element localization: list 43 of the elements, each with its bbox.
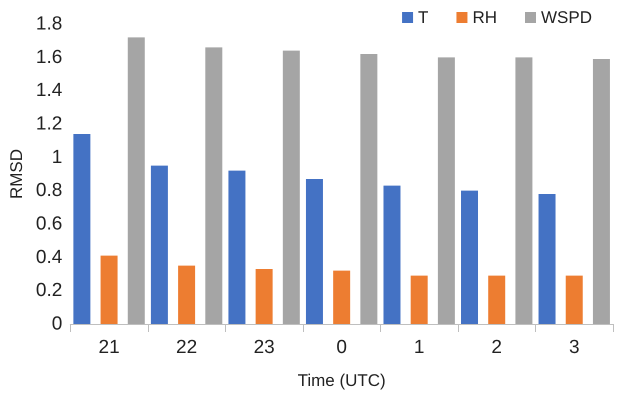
- legend-label: WSPD: [541, 8, 592, 27]
- x-tick-label: 0: [336, 337, 347, 358]
- x-tick-label: 1: [414, 337, 424, 358]
- bar: [178, 266, 196, 324]
- y-tick-label: 0.2: [36, 280, 62, 302]
- bar: [228, 170, 246, 324]
- bar: [306, 179, 323, 324]
- x-tick-label: 2: [491, 337, 502, 358]
- y-tick-label: 0.8: [36, 180, 62, 202]
- y-tick-label: 0: [52, 314, 62, 334]
- legend-label: T: [418, 8, 428, 27]
- y-tick-label: 1.8: [36, 14, 62, 34]
- bar: [438, 57, 455, 324]
- bar: [128, 37, 145, 324]
- bar: [566, 276, 583, 324]
- bar: [410, 276, 428, 324]
- x-tick-label: 3: [568, 337, 580, 358]
- bar: [360, 54, 378, 324]
- y-tick-label: 0.4: [36, 246, 63, 268]
- x-tick-label: 21: [98, 337, 120, 358]
- y-tick-label: 0.6: [36, 214, 62, 234]
- x-tick-label: 22: [176, 337, 198, 358]
- legend-label: RH: [472, 8, 498, 27]
- y-tick-label: 1.2: [36, 114, 62, 134]
- bar: [383, 186, 400, 324]
- bar: [515, 57, 532, 324]
- bar: [461, 190, 478, 324]
- bar: [73, 134, 90, 324]
- x-tick-label: 23: [254, 337, 275, 358]
- y-tick-label: 1: [52, 146, 62, 168]
- x-axis-title: Time (UTC): [298, 371, 386, 390]
- bar: [488, 276, 506, 324]
- bar: [282, 50, 300, 324]
- bar: [538, 194, 556, 324]
- bar: [205, 47, 222, 324]
- y-axis-title: RMSD: [7, 148, 26, 200]
- bar: [100, 256, 118, 324]
- y-tick-label: 1.6: [36, 46, 62, 68]
- bar: [150, 166, 168, 324]
- bar: [592, 59, 610, 324]
- bar: [333, 270, 350, 324]
- y-tick-label: 1.4: [36, 80, 63, 102]
- bar: [256, 269, 273, 324]
